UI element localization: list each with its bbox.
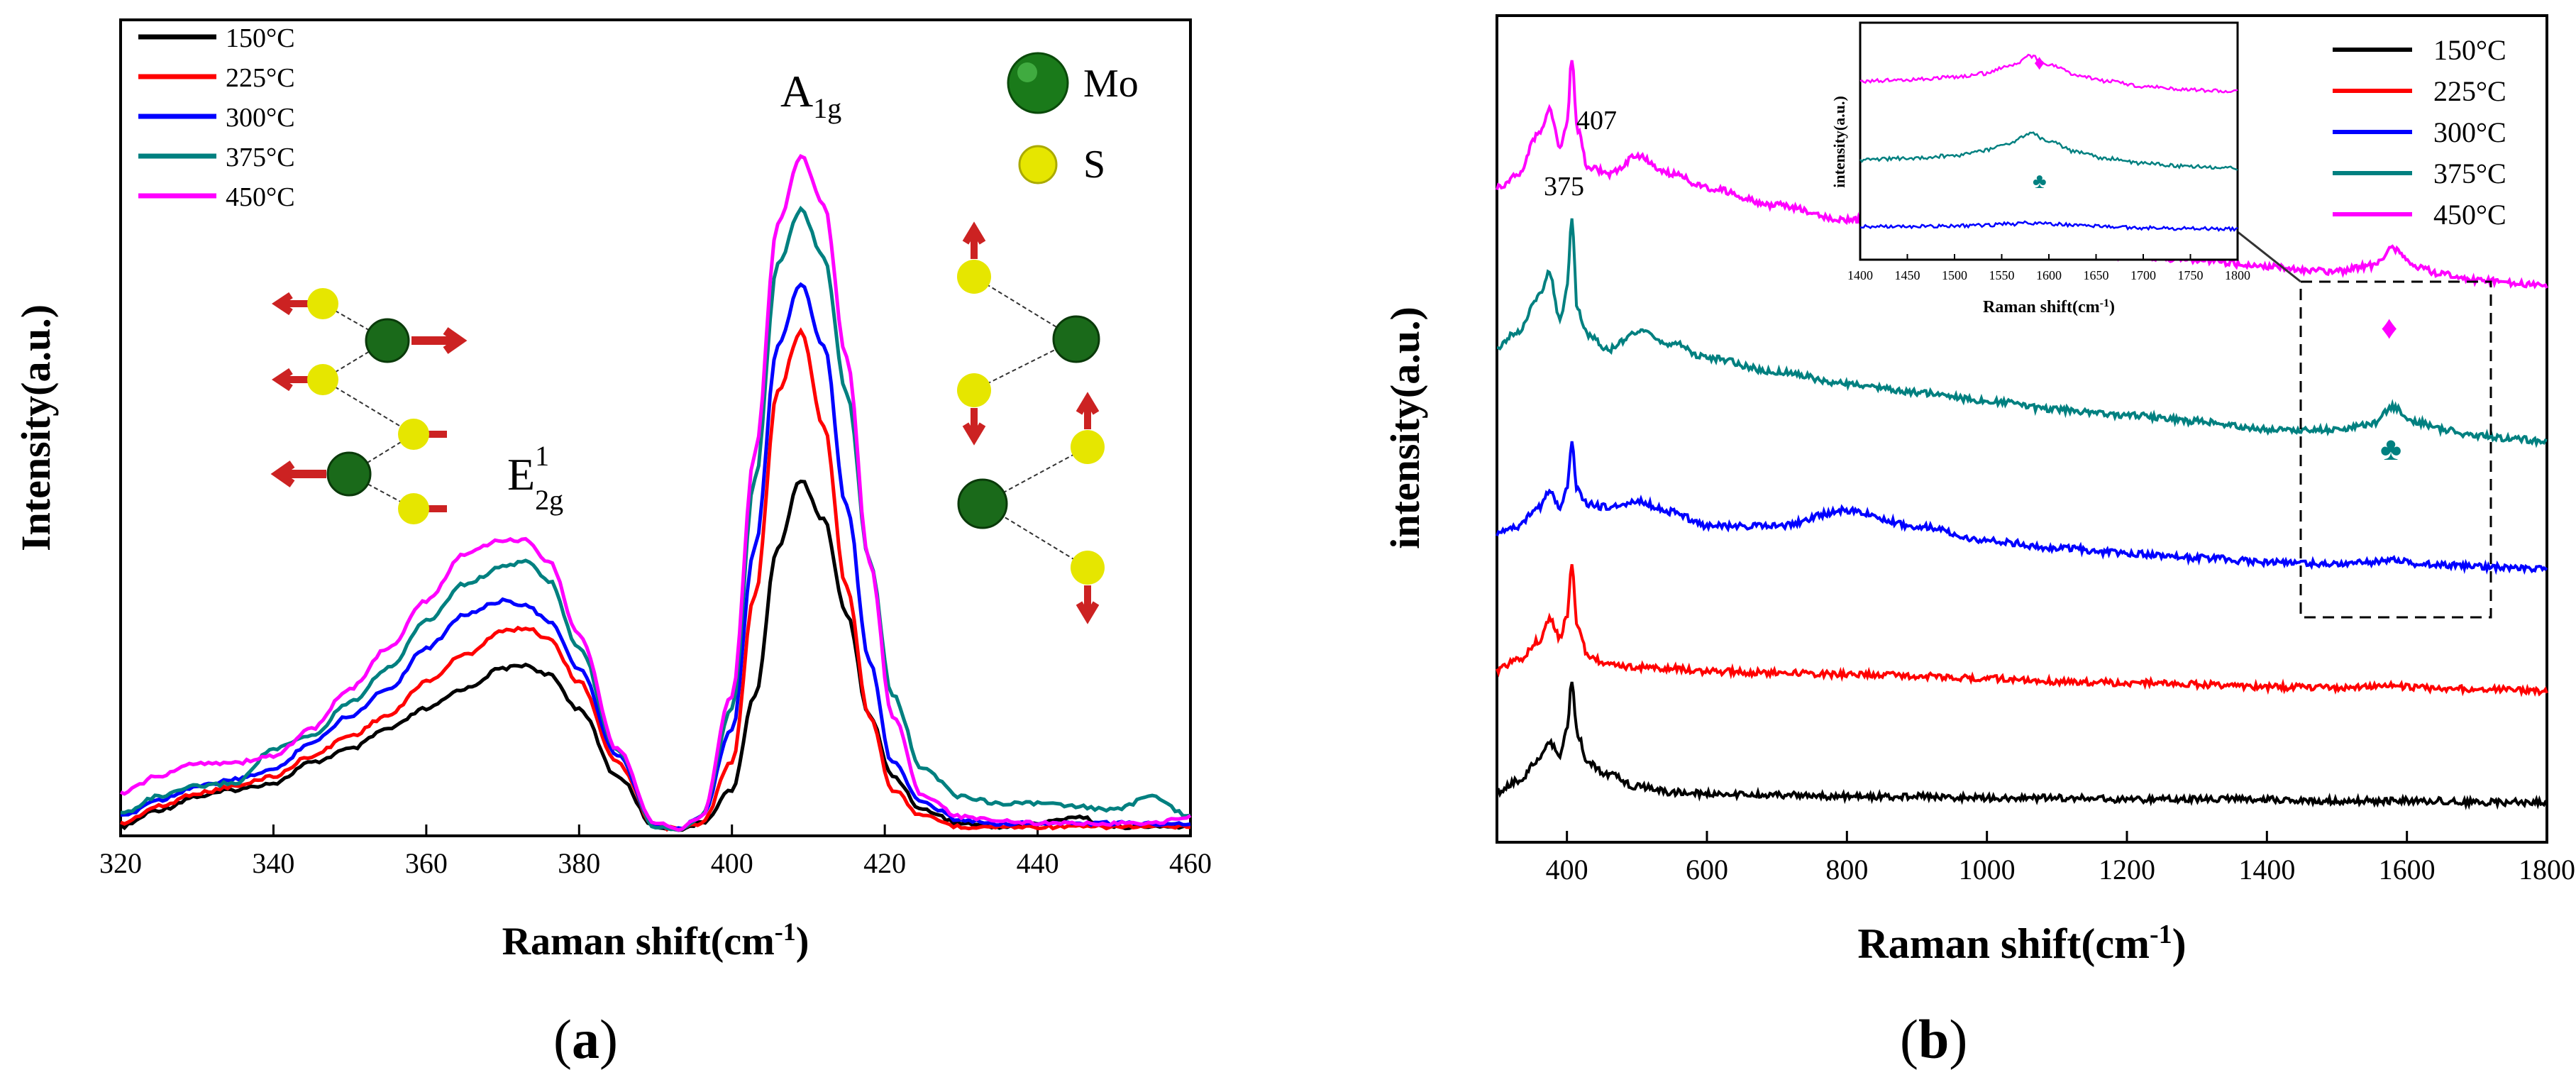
- panel-b-plot-frame: [1496, 14, 2548, 844]
- panel-b-tick-label: 1200: [2099, 854, 2155, 886]
- mo-label: Mo: [1083, 62, 1139, 106]
- a1g-s-atom-3: [1071, 430, 1105, 464]
- panel-b-series-line: [1496, 218, 2548, 448]
- inset-series-line: [1859, 53, 2238, 94]
- panel-b-chart: 400 600 800 1000 1200 1400 1600 1800 150°C 225°C…: [1382, 14, 2575, 967]
- inset-frame: [1859, 21, 2239, 261]
- panel-a-tick-label: 400: [711, 847, 753, 879]
- panel-b-xlabel: Raman shift(cm-1): [1857, 920, 2186, 967]
- a1g-s-atom-1: [957, 260, 991, 294]
- inset-tick-label: 1500: [1942, 268, 1967, 282]
- panel-a-series-lines: [119, 154, 1192, 832]
- inset-tick-label: 1800: [2225, 268, 2250, 282]
- inset-series-lines: [1859, 53, 2238, 233]
- mo-atom-legend-icon: [1007, 52, 1069, 114]
- inset-diamond-marker: ♦: [2034, 51, 2045, 75]
- diamond-marker: ♦: [2381, 309, 2397, 346]
- panel-b-tick-label: 1000: [1959, 854, 2016, 886]
- club-marker: ♣: [2380, 431, 2401, 467]
- panel-a-label: (a): [553, 1008, 618, 1070]
- a1g-mo-atom-2: [957, 478, 1008, 529]
- panel-b-xlabel-sup: -1: [2150, 920, 2172, 949]
- a1g-mo-atom-1: [1052, 315, 1100, 363]
- inset-tick-label: 1650: [2084, 268, 2109, 282]
- panel-b-series-line: [1496, 441, 2548, 575]
- panel-a-x-ticks: 320 340 360 380 400 420 440 460: [99, 824, 1212, 879]
- panel-b-legend-label: 300°C: [2433, 116, 2506, 148]
- panel-b-tick-label: 800: [1825, 854, 1868, 886]
- panel-a-legend-label: 450°C: [226, 182, 295, 212]
- e2g-mo-atom-1: [365, 318, 410, 363]
- panel-b-series-line: [1496, 564, 2548, 697]
- panel-a-tick-label: 440: [1017, 847, 1059, 879]
- panel-b-legend-label: 150°C: [2433, 34, 2506, 66]
- panel-a-legend-label: 300°C: [226, 103, 295, 133]
- panel-b-legend-label: 375°C: [2433, 158, 2506, 189]
- a1g-vibration-diagram: [957, 221, 1105, 624]
- inset-xlabel: Raman shift(cm-1): [1983, 297, 2115, 317]
- inset-chart: 1400 1450 1500 1550 1600 1650 1700 1750 1800 int…: [1830, 21, 2250, 317]
- panel-a-legend-label: 375°C: [226, 143, 295, 172]
- panel-a-chart: 320 340 360 380 400 420 440 460 150°C 225°C 300°C…: [13, 18, 1212, 964]
- panel-b-ylabel: intensity(a.u.): [1382, 307, 1428, 549]
- panel-a-tick-label: 340: [252, 847, 294, 879]
- panel-a-ylabel: Intensity(a.u.): [13, 304, 59, 551]
- panel-a-series-line: [119, 479, 1191, 832]
- inset-x-ticks: 1400 1450 1500 1550 1600 1650 1700 1750 1800: [1847, 254, 2250, 282]
- panel-b-legend-label: 225°C: [2433, 75, 2506, 107]
- e2g-vibration-diagram: [270, 288, 468, 524]
- inset-series-line: [1859, 131, 2238, 171]
- panel-a-xlabel-sup: -1: [775, 917, 796, 946]
- a1g-s-atom-4: [1071, 551, 1105, 585]
- a1g-s-atom-2: [957, 373, 991, 407]
- e2g-annotation: E1 2g: [507, 440, 563, 516]
- panel-a-tick-label: 380: [558, 847, 600, 879]
- mo-atom-highlight: [1017, 62, 1037, 82]
- inset-tick-label: 1750: [2178, 268, 2204, 282]
- panel-b-tick-label: 600: [1686, 854, 1728, 886]
- panel-b-x-ticks: 400 600 800 1000 1200 1400 1600 1800: [1546, 831, 2575, 886]
- inset-tick-label: 1550: [1989, 268, 2015, 282]
- a1g-annotation: A1g: [780, 66, 841, 124]
- inset-tick-label: 1700: [2130, 268, 2156, 282]
- panel-a-xlabel: Raman shift(cm-1): [502, 917, 809, 964]
- e2g-s-atom-1: [307, 288, 338, 319]
- panel-b-label: (b): [1900, 1008, 1968, 1070]
- panel-a-legend-label: 225°C: [226, 63, 295, 93]
- peak-label-375: 375: [1544, 172, 1584, 202]
- panel-a-tick-label: 360: [405, 847, 448, 879]
- panel-a-series-line: [119, 154, 1192, 832]
- peak-label-407: 407: [1576, 106, 1617, 136]
- panel-a-plot-frame: [119, 18, 1192, 837]
- e2g-s-atom-3: [398, 419, 429, 450]
- s-label: S: [1083, 143, 1105, 187]
- inset-tick-label: 1450: [1895, 268, 1920, 282]
- inset-series-line: [1859, 220, 2238, 233]
- panel-b-tick-label: 1600: [2379, 854, 2436, 886]
- inset-tick-label: 1600: [2036, 268, 2062, 282]
- zoom-region-box: [2299, 280, 2492, 619]
- s-atom-legend-icon: [1018, 145, 1058, 184]
- e2g-s-atom-4: [398, 493, 429, 524]
- e2g-mo-atom-2: [326, 451, 372, 497]
- panel-b-tick-label: 1800: [2519, 854, 2575, 886]
- panel-b-legend: 150°C 225°C 300°C 375°C 450°C: [2333, 34, 2506, 231]
- panel-b-series-line: [1496, 681, 2548, 810]
- inset-club-marker: ♣: [2033, 170, 2047, 193]
- panel-a-tick-label: 460: [1169, 847, 1212, 879]
- inset-xlabel-sup: -1: [2100, 297, 2109, 309]
- inset-tick-label: 1400: [1847, 268, 1873, 282]
- panel-a-legend: 150°C 225°C 300°C 375°C 450°C: [138, 23, 295, 212]
- panel-a-legend-label: 150°C: [226, 23, 295, 53]
- panel-a-tick-label: 320: [99, 847, 142, 879]
- panel-b-tick-label: 1400: [2238, 854, 2295, 886]
- panel-b-tick-label: 400: [1546, 854, 1588, 886]
- e2g-s-atom-2: [307, 364, 338, 395]
- panel-a-tick-label: 420: [863, 847, 906, 879]
- panel-b-legend-label: 450°C: [2433, 199, 2506, 231]
- inset-ylabel: intensity(a.u.): [1830, 96, 1848, 188]
